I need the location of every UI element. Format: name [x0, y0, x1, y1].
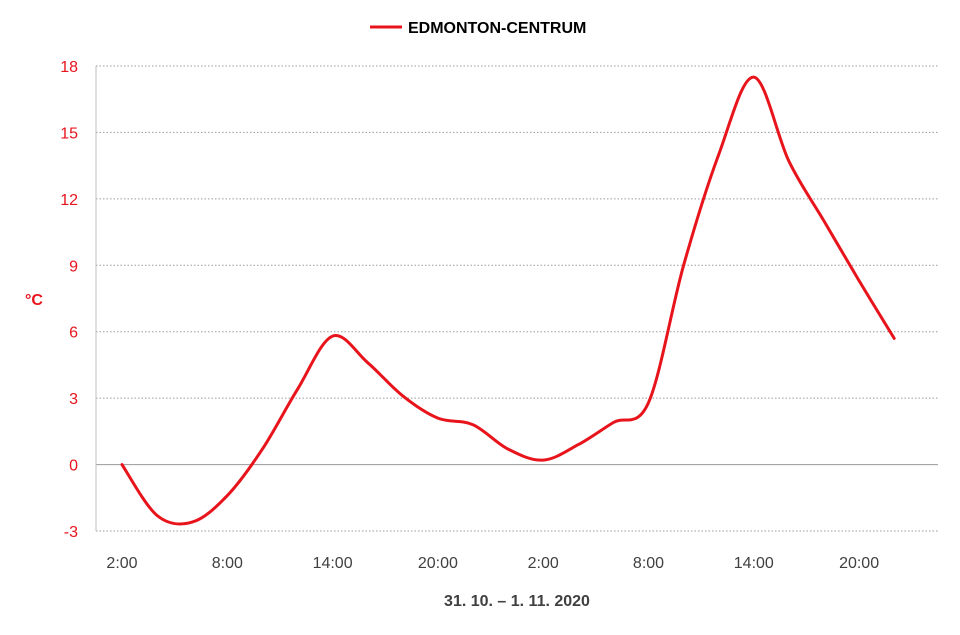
- data-point: [331, 334, 335, 338]
- y-tick-label: 18: [60, 59, 78, 76]
- x-tick-label: 14:00: [734, 555, 774, 572]
- data-point: [225, 494, 229, 498]
- data-point: [296, 387, 300, 391]
- x-tick-label: 20:00: [418, 555, 458, 572]
- y-tick-label: 9: [69, 258, 78, 275]
- data-point: [822, 219, 826, 223]
- x-tick-label: 20:00: [839, 555, 879, 572]
- legend-label: EDMONTON-CENTRUM: [408, 20, 586, 37]
- y-tick-label: -3: [64, 524, 78, 541]
- data-point: [717, 153, 721, 157]
- series-line-edmonton-centrum: [120, 75, 896, 526]
- x-tick-label: 2:00: [106, 555, 137, 572]
- y-tick-label: 3: [69, 391, 78, 408]
- y-tick-label: 15: [60, 125, 78, 142]
- data-point: [190, 520, 194, 524]
- x-tick-label: 8:00: [633, 555, 664, 572]
- data-point: [787, 159, 791, 163]
- data-point: [857, 279, 861, 283]
- data-point: [611, 421, 615, 425]
- gridlines: [96, 65, 938, 532]
- legend: EDMONTON-CENTRUM: [370, 20, 586, 37]
- y-tick-label: 6: [69, 325, 78, 342]
- data-point: [682, 263, 686, 267]
- y-tick-label: 12: [60, 192, 78, 209]
- x-tick-label: 8:00: [212, 555, 243, 572]
- data-point: [506, 447, 510, 451]
- data-point: [892, 336, 896, 340]
- data-point: [366, 361, 370, 365]
- data-point: [752, 75, 756, 79]
- data-point: [120, 463, 124, 467]
- data-point: [401, 394, 405, 398]
- data-point: [260, 447, 264, 451]
- x-tick-label: 2:00: [528, 555, 559, 572]
- series-layer: [120, 75, 896, 526]
- x-axis-label: 31. 10. – 1. 11. 2020: [444, 593, 590, 610]
- y-axis-label: °C: [25, 292, 43, 309]
- axes: -3 0 3 6 9 12 15 18 2:00 8:00 14:00 20:00 2:00 8:00 14…: [60, 59, 879, 572]
- data-point: [576, 443, 580, 447]
- data-point: [436, 416, 440, 420]
- y-tick-label: 0: [69, 458, 78, 475]
- data-point: [155, 514, 159, 518]
- data-point: [647, 401, 651, 405]
- data-point: [541, 458, 545, 462]
- x-tick-label: 14:00: [313, 555, 353, 572]
- data-point: [471, 423, 475, 427]
